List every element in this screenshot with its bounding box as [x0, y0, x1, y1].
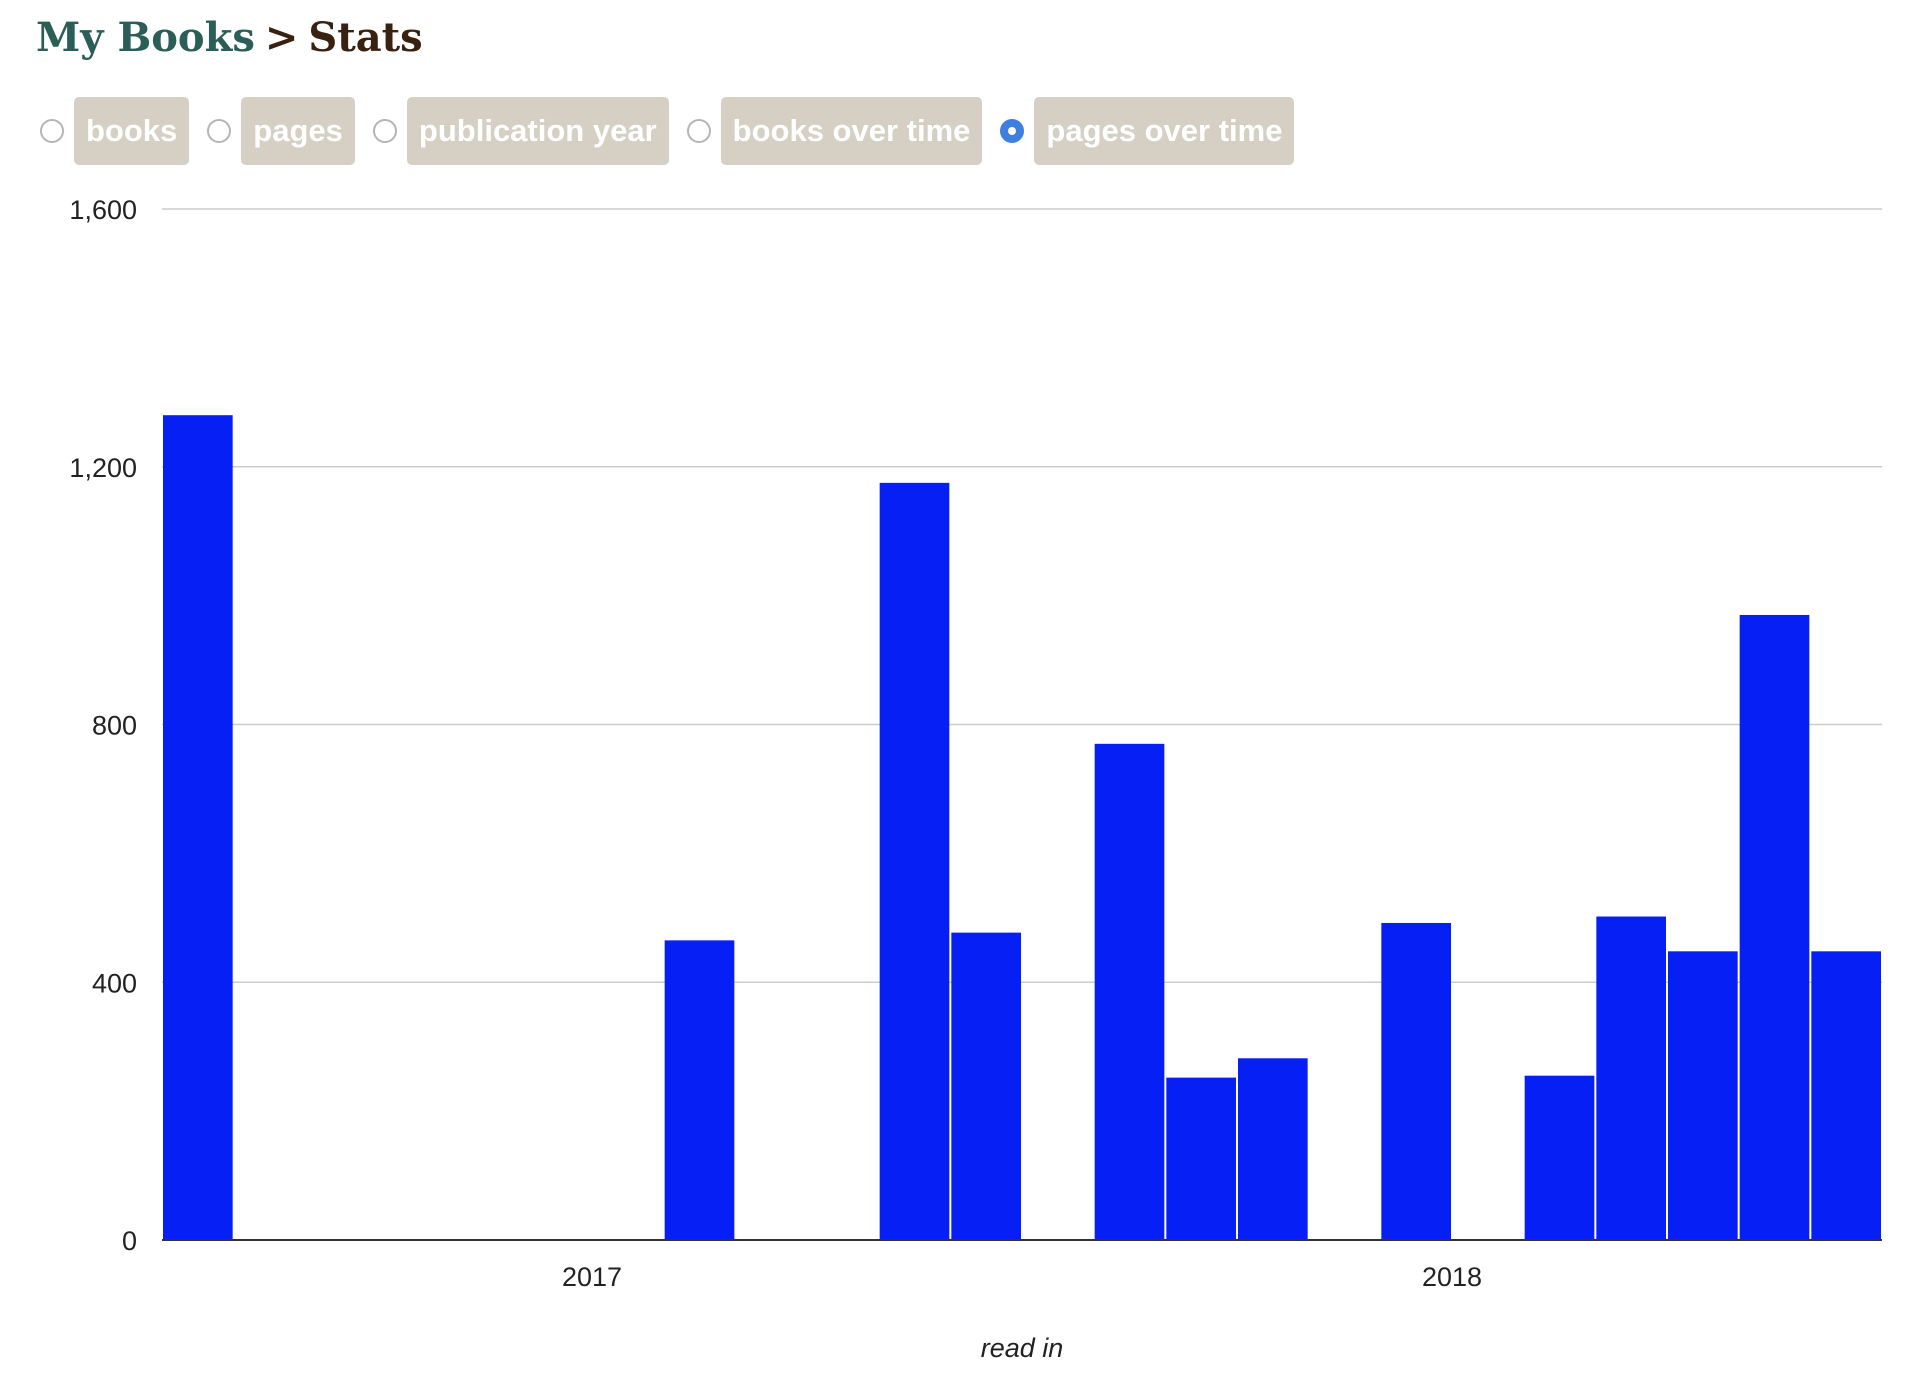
bar	[1524, 1075, 1595, 1240]
bar	[879, 482, 950, 1240]
bar	[1381, 922, 1451, 1240]
y-tick-label: 800	[92, 711, 137, 741]
page-title: Stats	[308, 14, 423, 61]
y-tick-label: 0	[122, 1226, 137, 1256]
stats-view-selector: books pages publication year books over …	[40, 97, 1312, 165]
tab-pages-label[interactable]: pages	[241, 97, 355, 165]
bar	[1238, 1058, 1308, 1240]
tab-publication-year-label[interactable]: publication year	[406, 97, 669, 165]
radio-books-over-time[interactable]	[686, 119, 711, 143]
bar	[163, 415, 233, 1240]
bar	[1668, 951, 1738, 1240]
tab-books-label[interactable]: books	[74, 97, 190, 165]
x-tick-label: 2018	[1422, 1262, 1482, 1292]
y-tick-label: 1,600	[69, 195, 137, 225]
bar	[1596, 916, 1666, 1240]
y-tick-label: 400	[92, 968, 137, 998]
bar	[1739, 614, 1810, 1240]
bar	[1094, 743, 1165, 1240]
tab-publication-year[interactable]: publication year	[372, 97, 669, 165]
bar	[951, 932, 1021, 1240]
tab-books-over-time-label[interactable]: books over time	[720, 97, 983, 165]
tab-books[interactable]: books	[40, 97, 190, 165]
radio-books[interactable]	[40, 119, 64, 143]
bar	[664, 940, 735, 1240]
y-tick-label: 1,200	[69, 453, 137, 483]
radio-publication-year[interactable]	[372, 119, 397, 143]
breadcrumb: My Books > Stats	[36, 8, 423, 68]
tab-pages[interactable]: pages	[207, 97, 355, 165]
bar	[1166, 1077, 1236, 1240]
radio-pages-over-time[interactable]	[1000, 119, 1025, 143]
tab-books-over-time[interactable]: books over time	[686, 97, 983, 165]
x-axis-title: read in	[981, 1333, 1064, 1363]
radio-pages[interactable]	[207, 119, 232, 143]
breadcrumb-my-books-link[interactable]: My Books	[36, 14, 255, 61]
tab-pages-over-time-label[interactable]: pages over time	[1034, 97, 1295, 165]
breadcrumb-separator: >	[264, 14, 299, 61]
bar	[1811, 951, 1881, 1240]
tab-pages-over-time[interactable]: pages over time	[1000, 97, 1295, 165]
x-tick-label: 2017	[562, 1262, 622, 1292]
